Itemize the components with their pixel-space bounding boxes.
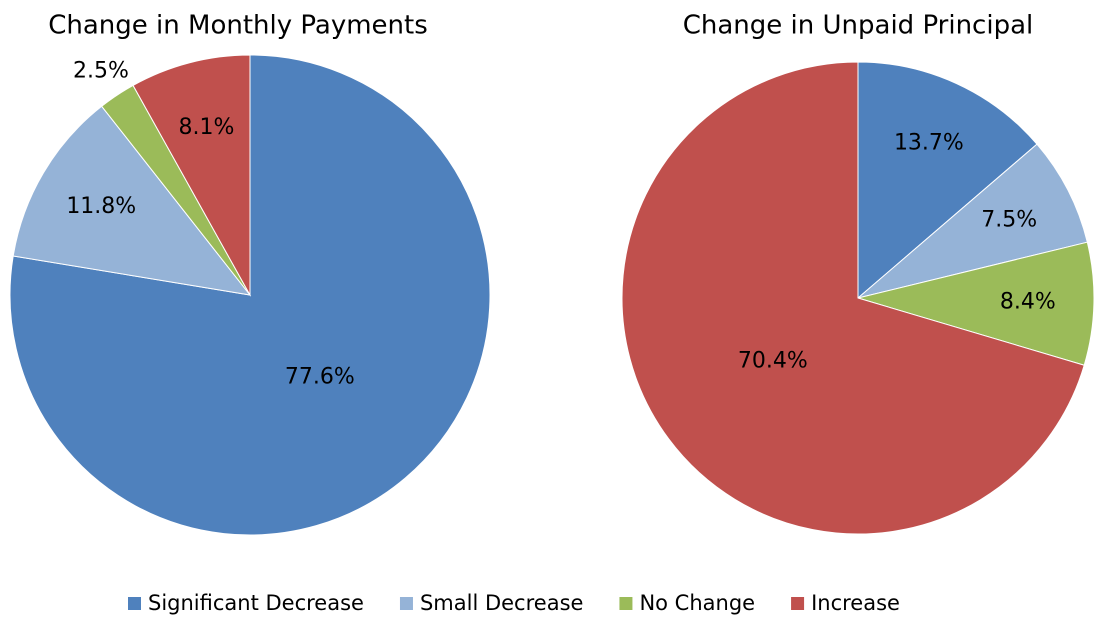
pie-slice: [9, 54, 491, 536]
legend-swatch: [399, 597, 413, 610]
data-label: 70.4%: [738, 348, 808, 373]
pie-slice: [857, 143, 1088, 299]
data-label: 11.8%: [66, 194, 136, 219]
data-label: 2.5%: [73, 58, 129, 83]
data-label: 13.7%: [894, 131, 964, 156]
legend-swatch: [128, 597, 141, 610]
pie-slice: [132, 54, 251, 297]
chart-title: Change in Unpaid Principal: [683, 11, 1034, 41]
data-label: 77.6%: [285, 364, 355, 389]
pie-slice: [621, 61, 1085, 535]
legend-label: Small Decrease: [420, 591, 583, 615]
pie-slice: [857, 61, 1038, 300]
data-label: 7.5%: [981, 207, 1037, 232]
legend-label: Increase: [811, 591, 900, 615]
pie-slice: [856, 241, 1095, 366]
legend-label: Significant Decrease: [148, 591, 364, 615]
data-label: 8.4%: [1000, 289, 1056, 314]
legend-label: No Change: [639, 591, 755, 615]
legend-swatch: [791, 597, 805, 610]
chart-title: Change in Monthly Payments: [48, 11, 428, 41]
legend-swatch: [619, 597, 633, 610]
pie-slice: [12, 105, 252, 296]
data-label: 8.1%: [179, 115, 235, 140]
